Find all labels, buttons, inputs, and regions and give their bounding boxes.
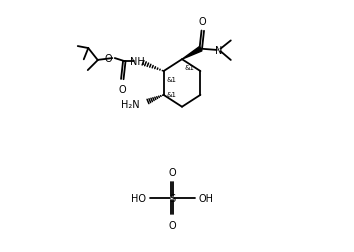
Text: O: O [119,85,126,95]
Text: O: O [105,54,112,64]
Text: NH: NH [130,57,145,67]
Text: &1: &1 [167,91,177,97]
Text: OH: OH [198,193,213,203]
Text: &1: &1 [184,65,194,70]
Text: O: O [168,167,176,177]
Text: S: S [169,193,175,203]
Polygon shape [182,47,202,60]
Text: O: O [168,220,176,230]
Text: &1: &1 [167,76,177,82]
Text: HO: HO [131,193,146,203]
Text: H₂N: H₂N [121,100,139,110]
Text: N: N [215,46,222,56]
Text: O: O [199,17,207,26]
